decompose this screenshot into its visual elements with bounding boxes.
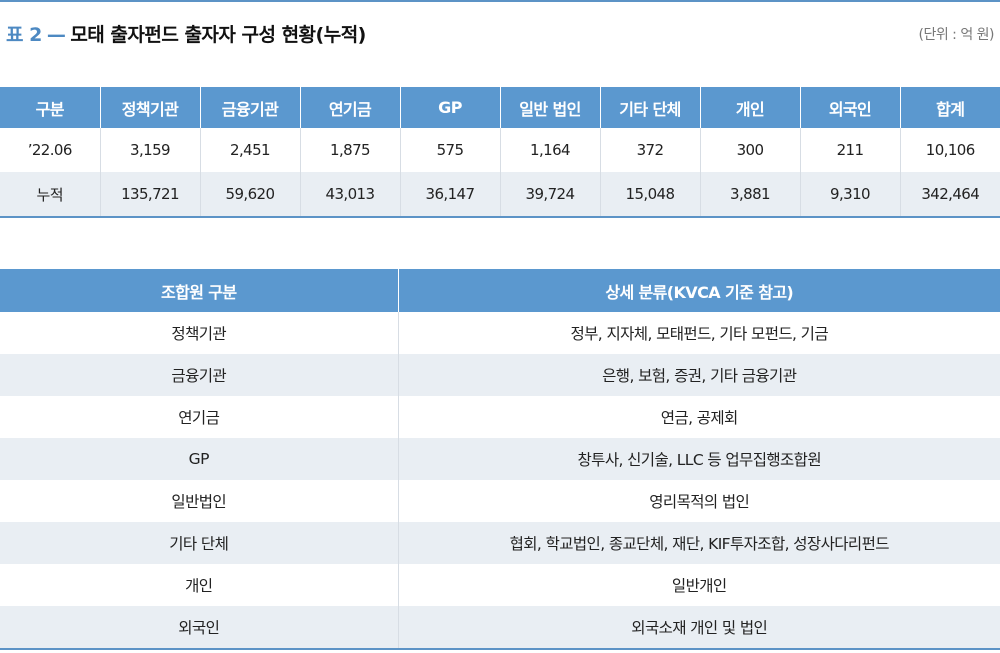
row-label: GP xyxy=(0,438,398,480)
table-cell: 342,464 xyxy=(899,172,1000,218)
table-cell: 39,724 xyxy=(499,172,600,218)
table-cell: 300 xyxy=(699,128,800,172)
table-title: 표 2— 모태 출자펀드 출자자 구성 현황(누적) xyxy=(6,20,366,47)
title-dash: — xyxy=(46,24,66,46)
column-header: 정책기관 xyxy=(99,87,200,128)
table-cell: 211 xyxy=(799,128,900,172)
column-header: 상세 분류(KVCA 기준 참고) xyxy=(397,269,1000,312)
column-header: 개인 xyxy=(699,87,800,128)
column-header: 구분 xyxy=(0,87,100,128)
row-label: 누적 xyxy=(0,172,100,218)
table-header-row: 구분 정책기관 금융기관 연기금 GP 일반 법인 기타 단체 개인 외국인 합… xyxy=(0,87,1000,128)
row-label: 정책기관 xyxy=(0,312,398,354)
table-cell: 15,048 xyxy=(599,172,700,218)
unit-note: (단위 : 억 원) xyxy=(918,27,994,43)
table-cell: 1,164 xyxy=(499,128,600,172)
table-cell: 575 xyxy=(399,128,500,172)
table-cell: 59,620 xyxy=(199,172,300,218)
column-header: 연기금 xyxy=(299,87,400,128)
column-header: 일반 법인 xyxy=(499,87,600,128)
column-header: 금융기관 xyxy=(199,87,300,128)
table-cell: 정부, 지자체, 모태펀드, 기타 모펀드, 기금 xyxy=(397,312,1000,354)
member-classification-table: 조합원 구분 상세 분류(KVCA 기준 참고) 정책기관 정부, 지자체, 모… xyxy=(0,269,1000,650)
table-header-row: 조합원 구분 상세 분류(KVCA 기준 참고) xyxy=(0,269,1000,312)
table-cell: 2,451 xyxy=(199,128,300,172)
table-row: 연기금 연금, 공제회 xyxy=(0,396,1000,438)
table-cell: 36,147 xyxy=(399,172,500,218)
investor-composition-table: 구분 정책기관 금융기관 연기금 GP 일반 법인 기타 단체 개인 외국인 합… xyxy=(0,87,1000,218)
table-row: ’22.06 3,159 2,451 1,875 575 1,164 372 3… xyxy=(0,128,1000,172)
table-row: 외국인 외국소재 개인 및 법인 xyxy=(0,606,1000,650)
table-row: GP 창투사, 신기술, LLC 등 업무집행조합원 xyxy=(0,438,1000,480)
table-cell: 은행, 보험, 증권, 기타 금융기관 xyxy=(397,354,1000,396)
row-label: 외국인 xyxy=(0,606,398,650)
table-cell: 창투사, 신기술, LLC 등 업무집행조합원 xyxy=(397,438,1000,480)
row-label: 금융기관 xyxy=(0,354,398,396)
table-cell: 연금, 공제회 xyxy=(397,396,1000,438)
table-number-label: 표 2 xyxy=(6,24,42,46)
table-cell: 3,881 xyxy=(699,172,800,218)
table-row: 기타 단체 협회, 학교법인, 종교단체, 재단, KIF투자조합, 성장사다리… xyxy=(0,522,1000,564)
row-label: 연기금 xyxy=(0,396,398,438)
table-cell: 외국소재 개인 및 법인 xyxy=(397,606,1000,650)
table-cell: 영리목적의 법인 xyxy=(397,480,1000,522)
table-row: 정책기관 정부, 지자체, 모태펀드, 기타 모펀드, 기금 xyxy=(0,312,1000,354)
column-header: 외국인 xyxy=(799,87,900,128)
table-cell: 1,875 xyxy=(299,128,400,172)
column-header: 조합원 구분 xyxy=(0,269,398,312)
row-label: 개인 xyxy=(0,564,398,606)
column-header: GP xyxy=(399,87,500,128)
column-header: 기타 단체 xyxy=(599,87,700,128)
top-rule xyxy=(0,0,1000,2)
table-cell: 협회, 학교법인, 종교단체, 재단, KIF투자조합, 성장사다리펀드 xyxy=(397,522,1000,564)
table-row: 금융기관 은행, 보험, 증권, 기타 금융기관 xyxy=(0,354,1000,396)
table-row: 누적 135,721 59,620 43,013 36,147 39,724 1… xyxy=(0,172,1000,218)
row-label: ’22.06 xyxy=(0,128,100,172)
table-row: 개인 일반개인 xyxy=(0,564,1000,606)
table-cell: 372 xyxy=(599,128,700,172)
table-title-text: 모태 출자펀드 출자자 구성 현황(누적) xyxy=(70,24,366,46)
row-label: 기타 단체 xyxy=(0,522,398,564)
table-cell: 135,721 xyxy=(99,172,200,218)
row-label: 일반법인 xyxy=(0,480,398,522)
table-cell: 9,310 xyxy=(799,172,900,218)
table-cell: 3,159 xyxy=(99,128,200,172)
table-cell: 43,013 xyxy=(299,172,400,218)
table-row: 일반법인 영리목적의 법인 xyxy=(0,480,1000,522)
table-cell: 일반개인 xyxy=(397,564,1000,606)
title-row: 표 2— 모태 출자펀드 출자자 구성 현황(누적) (단위 : 억 원) xyxy=(0,16,1000,50)
column-header: 합계 xyxy=(899,87,1000,128)
table-cell: 10,106 xyxy=(899,128,1000,172)
